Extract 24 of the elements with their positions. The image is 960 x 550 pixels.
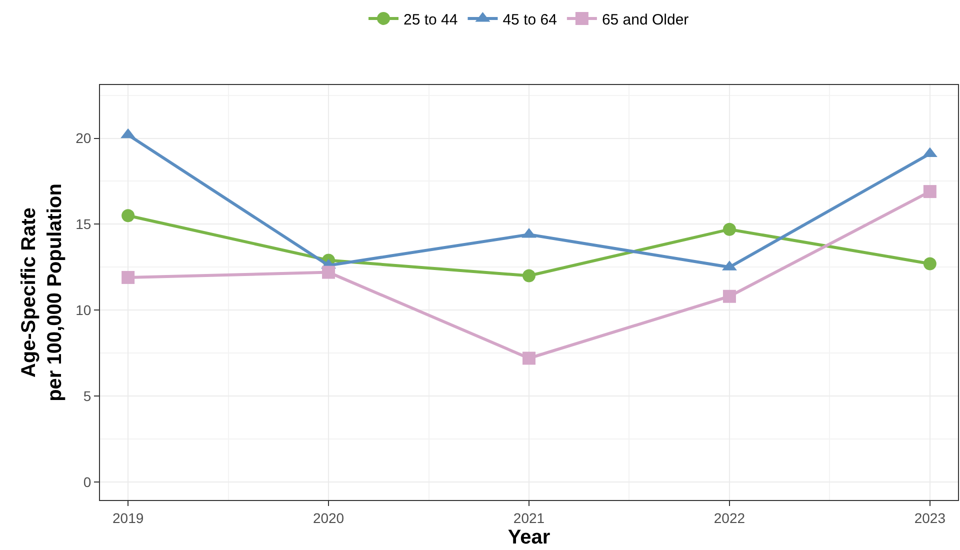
x-tick-label: 2020 <box>312 510 344 526</box>
legend-label: 25 to 44 <box>404 11 458 28</box>
point <box>522 352 536 365</box>
legend-label: 65 and Older <box>602 11 689 28</box>
x-axis-title: Year <box>508 526 550 548</box>
point <box>522 269 536 282</box>
y-tick-label: 5 <box>83 388 92 404</box>
x-tick-label: 2022 <box>714 510 746 526</box>
point <box>322 266 336 279</box>
y-axis-title: Age-Specific Rate per 100,000 Population <box>18 184 66 402</box>
x-tick-label: 2023 <box>914 510 946 526</box>
point <box>122 270 135 284</box>
point <box>722 290 736 303</box>
point <box>923 185 936 198</box>
y-tick-label: 20 <box>76 130 92 146</box>
point <box>122 209 135 222</box>
y-tick-label: 10 <box>76 302 92 318</box>
y-tick-label: 15 <box>76 216 92 232</box>
y-tick-label: 0 <box>83 474 92 490</box>
x-tick-label: 2021 <box>513 510 545 526</box>
legend-label: 45 to 64 <box>502 11 557 28</box>
point <box>722 222 736 236</box>
point <box>923 257 936 270</box>
x-tick-label: 2019 <box>112 510 144 526</box>
